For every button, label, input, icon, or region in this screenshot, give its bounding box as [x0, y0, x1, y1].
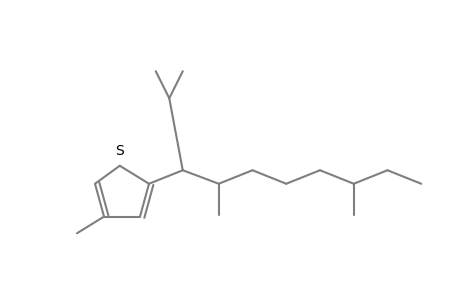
- Text: S: S: [115, 144, 124, 158]
